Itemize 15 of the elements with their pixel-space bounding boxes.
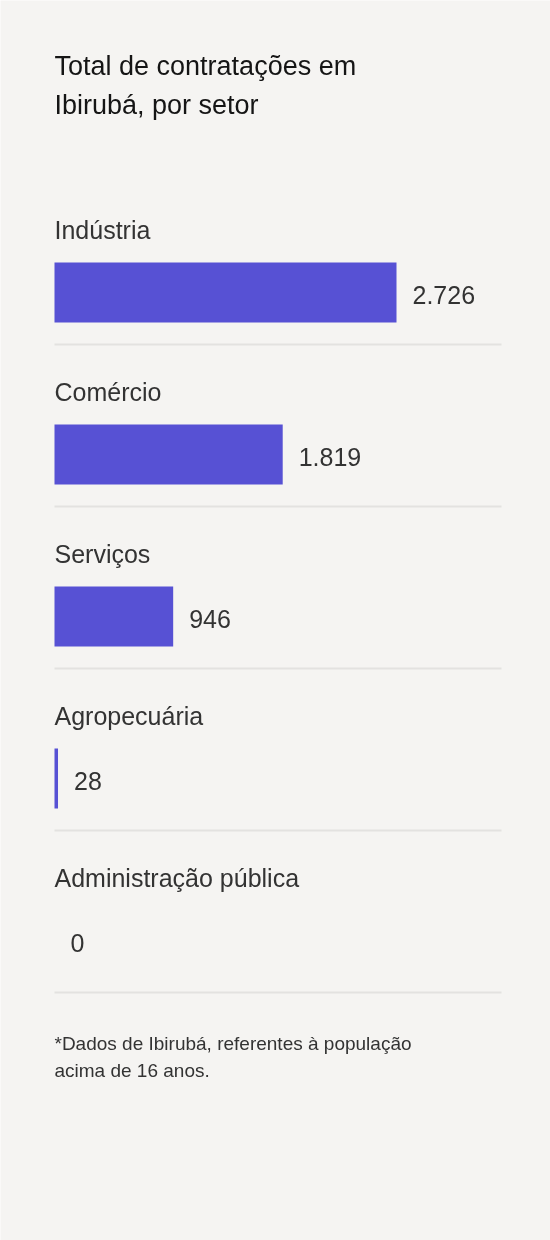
text: *Dados de Ibirubá, referentes à população acima de 16 anos. bbox=[54, 1032, 412, 1081]
y-tick-label: Agropecuária bbox=[54, 701, 204, 730]
bar bbox=[54, 424, 283, 485]
y-tick-label: Comércio bbox=[54, 377, 162, 406]
data-label: 2.726 bbox=[412, 280, 476, 309]
data-label: 28 bbox=[74, 766, 102, 795]
chart-title: Total de contratações em Ibirubá, por setor bbox=[54, 50, 357, 120]
y-tick-label: Indústria bbox=[54, 215, 151, 244]
data-label: 0 bbox=[70, 928, 85, 957]
data-label: 1.819 bbox=[298, 442, 362, 471]
y-tick-label: Serviços bbox=[54, 539, 151, 568]
bar bbox=[54, 262, 397, 323]
bar bbox=[54, 586, 174, 647]
y-tick-label: Administração pública bbox=[54, 863, 300, 892]
data-label: 946 bbox=[189, 604, 231, 633]
